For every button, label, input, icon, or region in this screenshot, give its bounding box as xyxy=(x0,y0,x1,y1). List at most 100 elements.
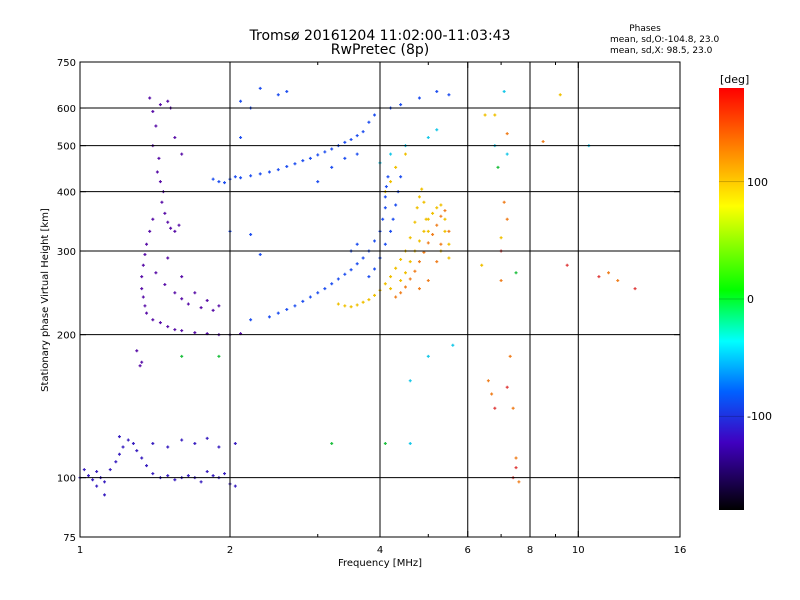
data-point xyxy=(343,140,347,144)
data-point xyxy=(193,442,197,446)
data-point xyxy=(384,185,388,189)
chart-title: Tromsø 20161204 11:02:00-11:03:43 xyxy=(249,28,511,44)
data-point xyxy=(391,217,395,221)
colorbar xyxy=(719,88,744,510)
data-point xyxy=(330,282,334,286)
data-point xyxy=(381,217,385,221)
data-point xyxy=(276,311,280,315)
data-point xyxy=(408,379,412,383)
data-point xyxy=(143,304,147,308)
data-point xyxy=(422,229,426,233)
data-point xyxy=(367,120,371,124)
data-point xyxy=(249,318,253,322)
data-point xyxy=(151,472,155,476)
data-point xyxy=(151,217,155,221)
data-point xyxy=(502,200,506,204)
y-tick-label: 300 xyxy=(57,247,76,258)
data-point xyxy=(633,287,637,291)
data-point xyxy=(514,466,518,470)
data-point xyxy=(486,379,490,383)
data-point xyxy=(408,236,412,240)
data-point xyxy=(239,99,243,103)
data-point xyxy=(205,299,209,303)
data-point xyxy=(239,176,243,180)
data-point xyxy=(95,470,99,474)
data-point xyxy=(361,130,365,134)
data-point xyxy=(151,442,155,446)
data-point xyxy=(258,86,262,90)
data-point xyxy=(386,175,390,179)
data-points xyxy=(78,86,637,497)
x-axis: 1 2 4 6 8 10 16 xyxy=(77,62,687,556)
data-point xyxy=(389,287,393,291)
data-point xyxy=(186,474,190,478)
data-point xyxy=(95,484,99,488)
y-tick-label: 200 xyxy=(57,331,76,342)
y-tick-label: 600 xyxy=(57,104,76,115)
data-point xyxy=(558,93,562,97)
data-point xyxy=(431,211,435,215)
colorbar-tick-label: 100 xyxy=(747,176,768,189)
data-point xyxy=(443,217,447,221)
data-point xyxy=(155,170,159,174)
data-point xyxy=(166,445,170,449)
data-point xyxy=(439,214,443,218)
x-tick-label: 8 xyxy=(527,545,533,556)
colorbar-unit: [deg] xyxy=(720,73,749,86)
data-point xyxy=(177,223,181,227)
data-point xyxy=(336,302,340,306)
data-point xyxy=(511,406,515,410)
data-point xyxy=(383,282,387,286)
data-point xyxy=(435,223,439,227)
data-point xyxy=(276,168,280,172)
data-point xyxy=(514,271,518,275)
data-point xyxy=(355,303,359,307)
data-point xyxy=(514,456,518,460)
data-point xyxy=(140,275,144,279)
data-point xyxy=(490,392,494,396)
data-point xyxy=(154,271,158,275)
data-point xyxy=(417,287,421,291)
data-point xyxy=(258,172,262,176)
data-point xyxy=(316,291,320,295)
data-point xyxy=(233,442,237,446)
data-point xyxy=(173,229,177,233)
data-point xyxy=(417,195,421,199)
data-point xyxy=(158,103,162,107)
data-point xyxy=(103,493,107,497)
data-point xyxy=(217,445,221,449)
y-axis: 75 100 200 300 400 500 600 750 xyxy=(57,58,680,544)
data-point xyxy=(223,472,227,476)
data-point xyxy=(383,442,387,446)
y-tick-label: 400 xyxy=(57,188,76,199)
data-point xyxy=(447,229,451,233)
data-point xyxy=(447,256,451,260)
x-axis-label: Frequency [MHz] xyxy=(338,558,422,569)
data-point xyxy=(121,445,125,449)
data-point xyxy=(301,159,305,163)
data-point xyxy=(193,331,197,335)
data-point xyxy=(426,136,430,140)
data-point xyxy=(426,217,430,221)
data-point xyxy=(117,435,121,439)
data-point xyxy=(180,329,184,333)
data-point xyxy=(145,464,149,468)
data-point xyxy=(140,360,144,364)
data-point xyxy=(403,271,407,275)
data-point xyxy=(505,385,509,389)
grid-lines xyxy=(80,62,680,537)
data-point xyxy=(223,181,227,185)
data-point xyxy=(447,242,451,246)
data-point xyxy=(173,291,177,295)
x-tick-label: 16 xyxy=(674,545,687,556)
data-point xyxy=(180,275,184,279)
data-point xyxy=(145,242,149,246)
data-point xyxy=(505,152,509,156)
data-point xyxy=(140,287,144,291)
data-point xyxy=(135,349,139,353)
data-point xyxy=(408,277,412,281)
data-point xyxy=(508,354,512,358)
data-point xyxy=(447,93,451,97)
data-point xyxy=(349,268,353,272)
